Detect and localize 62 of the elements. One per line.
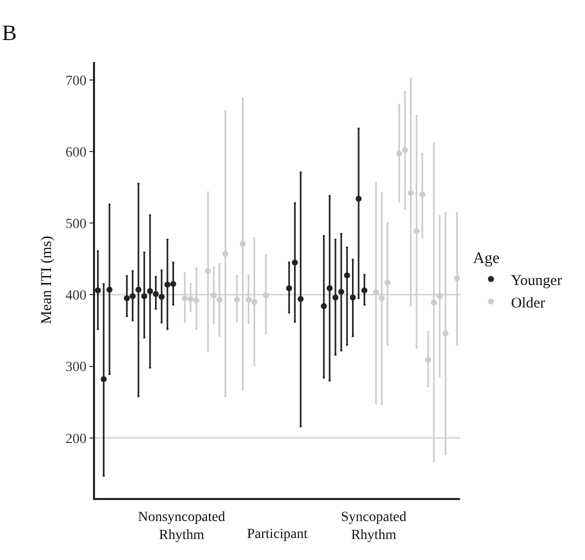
- point: [141, 293, 148, 300]
- point: [130, 293, 136, 300]
- point: [135, 286, 142, 293]
- point: [414, 228, 420, 234]
- point: [240, 240, 246, 247]
- point: [344, 272, 350, 278]
- point: [326, 285, 333, 292]
- point: [298, 296, 304, 302]
- text: Nonsyncopated Rhythm: [138, 510, 226, 544]
- y-tick-label: 600: [65, 145, 86, 160]
- y-tick-label: 400: [65, 288, 86, 304]
- y-tick-label: 300: [65, 360, 86, 376]
- point: [234, 296, 240, 303]
- point: [106, 286, 112, 293]
- point: [100, 376, 107, 382]
- point: [442, 330, 449, 336]
- point: [338, 288, 344, 295]
- point: [210, 292, 217, 298]
- point: [216, 296, 223, 303]
- legend-label: Older: [510, 295, 546, 312]
- point: [286, 285, 292, 292]
- point: [419, 191, 426, 198]
- text: B: [2, 20, 17, 45]
- point: [454, 275, 460, 282]
- point: [332, 294, 338, 301]
- point: [147, 288, 154, 294]
- point: [408, 190, 414, 196]
- point: [430, 300, 437, 306]
- point: [372, 290, 379, 296]
- point: [425, 356, 432, 363]
- point: [170, 280, 176, 287]
- point: [164, 282, 170, 288]
- y-tick-label: 200: [65, 432, 86, 447]
- point: [361, 287, 368, 294]
- point: [262, 292, 269, 298]
- x-axis-title: Participant: [247, 527, 308, 542]
- point: [152, 290, 159, 297]
- point: [251, 298, 258, 305]
- point: [350, 294, 356, 301]
- point: [158, 294, 165, 300]
- point: [378, 295, 385, 302]
- point: [436, 293, 443, 300]
- y-axis-title: Mean ITI (ms): [39, 236, 56, 324]
- point: [204, 268, 211, 274]
- point: [246, 296, 252, 303]
- y-tick-label: 500: [65, 216, 86, 232]
- point: [402, 147, 408, 154]
- legend-label: Younger: [510, 272, 562, 289]
- legend-title: Age: [472, 250, 500, 267]
- y-tick-label: 700: [65, 74, 86, 89]
- point: [188, 296, 194, 302]
- point: [182, 295, 188, 302]
- point: [320, 303, 327, 310]
- point: [384, 280, 391, 286]
- point: [193, 297, 200, 304]
- point: [292, 259, 298, 266]
- point: [222, 250, 228, 257]
- text: Syncopated Rhythm: [341, 510, 406, 544]
- point: [396, 150, 402, 157]
- point: [356, 196, 362, 202]
- point: [124, 295, 130, 302]
- point: [94, 287, 101, 294]
